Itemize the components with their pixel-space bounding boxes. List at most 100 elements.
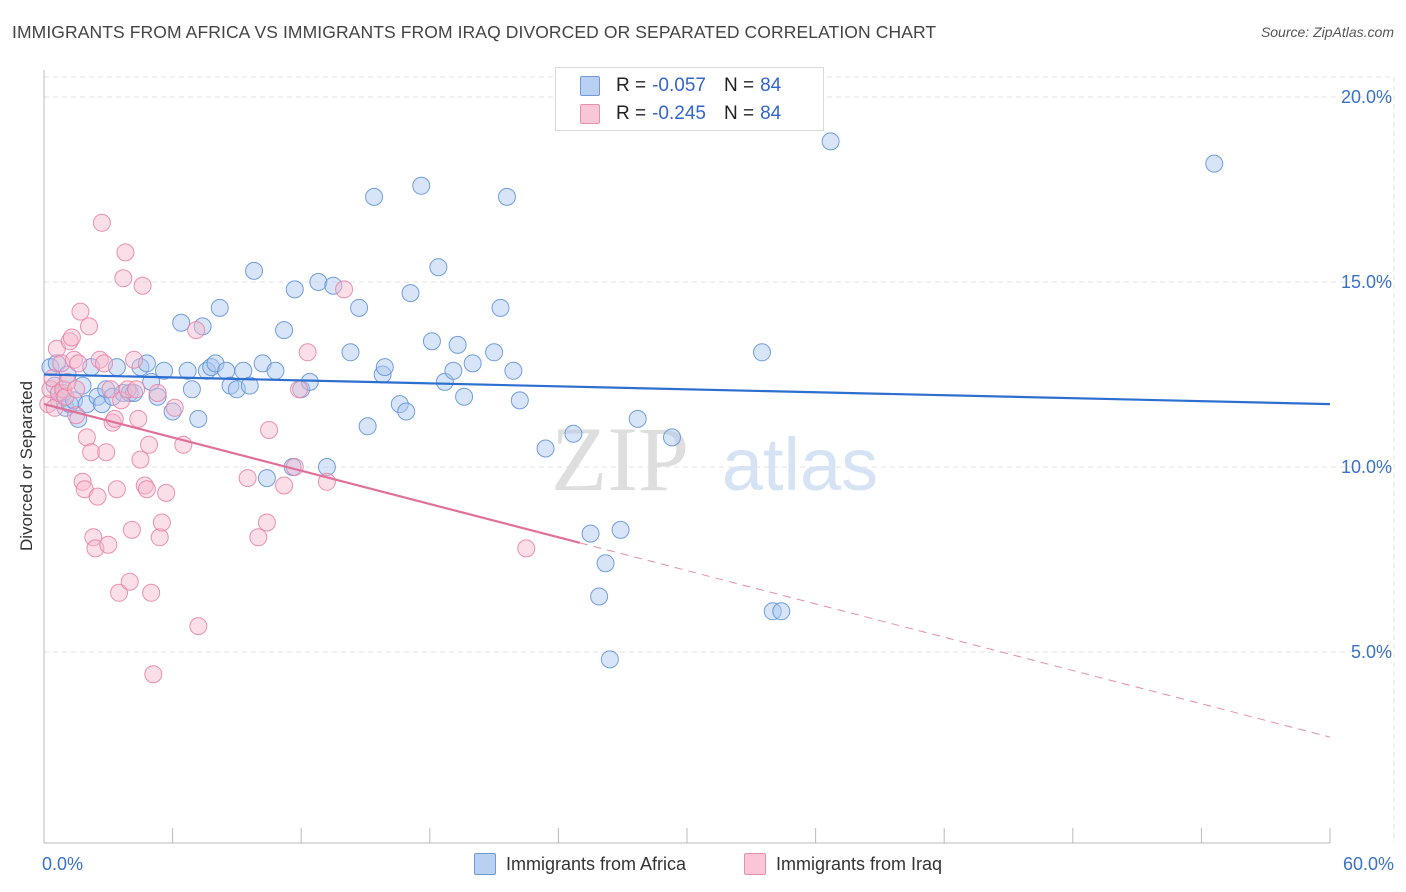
iraq-point	[125, 350, 144, 369]
iraq-point	[187, 321, 206, 340]
iraq-point	[82, 443, 101, 462]
iraq-point	[62, 328, 81, 347]
n-value-iraq: 84	[760, 103, 782, 124]
africa-point	[536, 439, 555, 458]
africa-point	[358, 417, 377, 436]
iraq-legend-swatch	[744, 853, 766, 875]
africa-point	[266, 361, 285, 380]
africa-point	[240, 376, 259, 395]
iraq-point	[257, 513, 276, 532]
iraq-point	[152, 513, 171, 532]
iraq-point	[116, 243, 135, 262]
iraq-point	[95, 354, 114, 373]
axes	[43, 70, 1331, 844]
correlation-legend: R = -0.057 N = 84 R = -0.245 N = 84	[555, 67, 824, 131]
r-value-africa: -0.057	[652, 75, 706, 96]
iraq-point	[275, 476, 294, 495]
iraq-point	[150, 528, 169, 547]
africa-point	[448, 335, 467, 354]
africa-point	[245, 261, 264, 280]
africa-point	[103, 387, 122, 406]
n-value-africa: 84	[760, 75, 782, 96]
legend-item-iraq[interactable]: Immigrants from Iraq	[744, 853, 942, 875]
iraq-point	[120, 572, 139, 591]
r-value-iraq: -0.245	[652, 103, 706, 124]
africa-point	[365, 187, 384, 206]
iraq-trend-line	[43, 403, 581, 544]
iraq-point	[129, 409, 148, 428]
africa-point	[206, 354, 225, 373]
africa-point	[1205, 154, 1224, 173]
iraq-point	[144, 665, 163, 684]
africa-point	[155, 361, 174, 380]
africa-point	[497, 187, 516, 206]
africa-point	[412, 176, 431, 195]
africa-point	[77, 395, 96, 414]
iraq-point	[99, 535, 118, 554]
africa-point	[189, 409, 208, 428]
legend-iraq-label: Immigrants from Iraq	[776, 853, 943, 874]
africa-trend-line	[43, 373, 1331, 406]
source-label: Source: ZipAtlas.com	[1260, 24, 1394, 40]
africa-point	[401, 284, 420, 303]
x-tick-label-end: 60.0%	[1343, 854, 1394, 874]
africa-point	[178, 361, 197, 380]
iraq-point	[67, 406, 86, 425]
n-label: N =	[723, 103, 755, 124]
iraq-point	[92, 213, 111, 232]
africa-point	[257, 469, 276, 488]
iraq-point	[67, 380, 86, 399]
africa-point	[285, 280, 304, 299]
iraq-point	[140, 435, 159, 454]
series-africa-points	[41, 132, 1224, 669]
r-label: R =	[616, 75, 647, 96]
iraq-point	[84, 528, 103, 547]
watermark-zip: ZIP	[551, 408, 689, 510]
africa-point	[97, 380, 116, 399]
africa-point	[47, 354, 66, 373]
africa-point	[210, 298, 229, 317]
watermark: ZIP atlas	[551, 408, 878, 510]
africa-point	[444, 361, 463, 380]
iraq-point	[335, 280, 354, 299]
y-axis-label: Divorced or Separated	[17, 380, 36, 552]
africa-point	[600, 650, 619, 669]
watermark-atlas: atlas	[722, 423, 878, 506]
tick-labels: 5.0% 10.0% 15.0% 20.0% 0.0% 60.0%	[42, 87, 1394, 874]
africa-point	[485, 343, 504, 362]
africa-point	[753, 343, 772, 362]
africa-point	[182, 380, 201, 399]
africa-point	[510, 391, 529, 410]
y-tick-label: 15.0%	[1341, 272, 1392, 292]
iraq-point	[517, 539, 536, 558]
iraq-point	[157, 483, 176, 502]
iraq-point	[41, 380, 60, 399]
africa-legend-swatch	[474, 853, 496, 875]
africa-point	[341, 343, 360, 362]
iraq-point	[290, 380, 309, 399]
africa-point	[324, 276, 343, 295]
x-tick-label-start: 0.0%	[42, 854, 83, 874]
africa-point	[504, 361, 523, 380]
legend-item-africa[interactable]: Immigrants from Africa	[474, 853, 686, 875]
grid-lines	[44, 76, 1395, 843]
iraq-point	[77, 428, 96, 447]
africa-point	[596, 554, 615, 573]
iraq-swatch	[580, 104, 600, 124]
iraq-point	[260, 421, 279, 439]
iraq-point	[189, 617, 208, 636]
africa-swatch	[580, 76, 600, 96]
iraq-point	[73, 472, 92, 491]
iraq-point	[127, 380, 146, 399]
r-label: R =	[616, 103, 647, 124]
africa-point	[590, 587, 609, 606]
africa-point	[397, 402, 416, 421]
africa-point	[772, 602, 791, 621]
iraq-point	[148, 384, 167, 402]
iraq-point	[110, 583, 129, 602]
africa-point	[217, 361, 236, 380]
y-tick-label: 5.0%	[1351, 642, 1392, 662]
iraq-point	[80, 317, 99, 336]
africa-point	[92, 395, 111, 414]
